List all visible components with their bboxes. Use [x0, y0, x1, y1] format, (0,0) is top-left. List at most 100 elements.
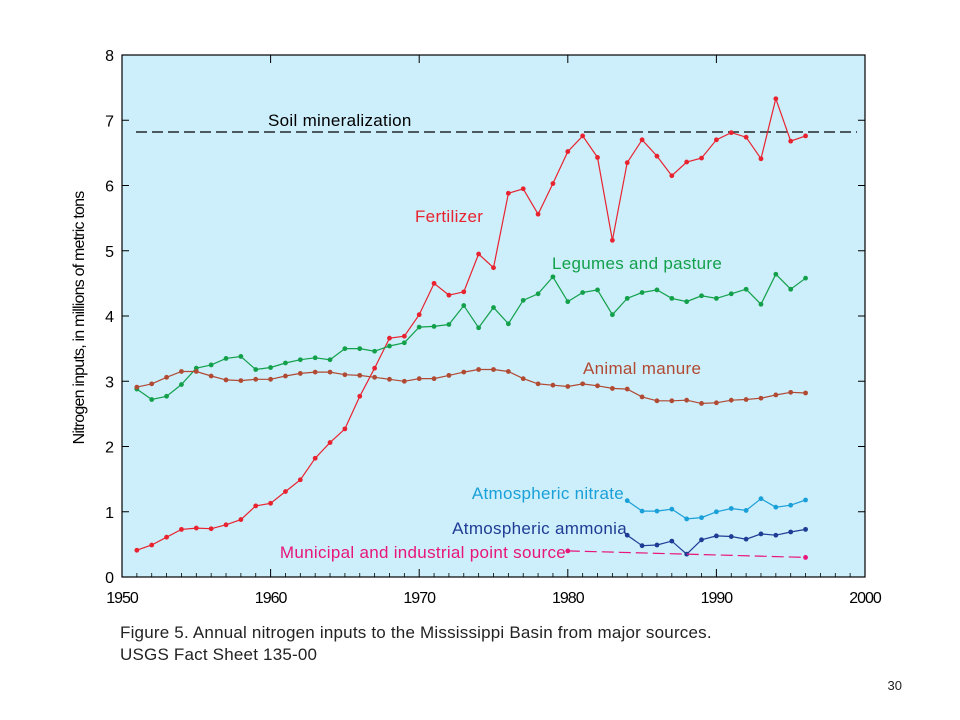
y-axis-label: Nitrogen inputs, in millions of metric t… — [71, 191, 88, 445]
fertilizer-point — [550, 181, 556, 186]
ammonia-point — [788, 529, 794, 535]
legumes-point — [476, 325, 482, 331]
fertilizer-point — [179, 526, 184, 532]
series-layer — [134, 96, 808, 560]
manure-point — [179, 369, 184, 374]
x-tick-label: 2000 — [849, 590, 882, 607]
legumes-point — [491, 305, 496, 310]
fertilizer-point — [520, 186, 526, 192]
manure-point — [401, 378, 407, 384]
manure-point — [714, 400, 719, 406]
manure-point — [327, 369, 333, 375]
fertilizer-point — [803, 133, 808, 139]
fertilizer-point — [297, 477, 303, 483]
ammonia-point — [728, 534, 734, 539]
legumes-label: Legumes and pasture — [552, 254, 722, 273]
legumes-point — [372, 348, 378, 354]
nitrate-point — [684, 516, 690, 522]
manure-point — [253, 376, 259, 382]
manure-point — [535, 381, 541, 387]
manure-point — [728, 397, 734, 403]
legumes-point — [624, 295, 630, 301]
manure-point — [595, 383, 600, 389]
y-tick-label: 3 — [105, 374, 114, 391]
x-tick-label: 1960 — [255, 590, 288, 607]
nitrate-point — [773, 504, 779, 510]
caption-line-1: Figure 5. Annual nitrogen inputs to the … — [120, 623, 712, 642]
ammonia-point — [773, 532, 779, 538]
legumes-point — [728, 291, 734, 297]
fertilizer-label: Fertilizer — [415, 207, 483, 226]
manure-point — [491, 367, 496, 372]
fertilizer-point — [714, 137, 719, 143]
fertilizer-point — [624, 160, 630, 166]
legumes-point — [164, 393, 169, 399]
ammonia-point — [669, 538, 675, 544]
ammonia-point — [743, 536, 749, 542]
manure-point — [238, 378, 244, 383]
fertilizer-point — [208, 526, 214, 532]
manure-point — [461, 369, 467, 375]
fertilizer-series-line — [136, 96, 806, 551]
manure-point — [283, 373, 288, 379]
fertilizer-point — [342, 426, 348, 432]
manure-point — [565, 384, 571, 389]
municipal-series-line — [567, 550, 806, 558]
x-tick-label: 1950 — [106, 590, 139, 607]
manure-point — [164, 374, 169, 380]
manure-point — [342, 372, 348, 378]
manure-point — [505, 369, 511, 374]
ammonia-point — [803, 526, 808, 532]
caption-line-2: USGS Fact Sheet 135-00 — [120, 645, 318, 664]
ammonia-point — [684, 551, 690, 557]
fertilizer-point — [609, 237, 615, 243]
manure-point — [223, 377, 229, 383]
y-tick-label: 1 — [105, 505, 114, 522]
fertilizer-point — [446, 292, 452, 298]
fertilizer-point — [416, 312, 422, 318]
manure-point — [639, 394, 645, 400]
legumes-point — [461, 303, 467, 308]
legumes-point — [223, 356, 229, 361]
legumes-point — [238, 354, 244, 359]
legumes-point — [312, 355, 318, 361]
fertilizer-point — [476, 251, 482, 257]
manure-point — [431, 376, 437, 382]
y-tick-label: 0 — [105, 570, 114, 587]
y-tick-label: 5 — [105, 244, 114, 261]
legumes-point — [416, 324, 422, 330]
legumes-point — [387, 343, 392, 349]
legumes-point — [654, 287, 660, 293]
fertilizer-point — [461, 289, 467, 295]
fertilizer-point — [387, 335, 392, 341]
fertilizer-point — [268, 500, 273, 506]
y-tick-label: 6 — [105, 179, 114, 196]
fertilizer-point — [372, 365, 378, 371]
ammonia-label: Atmospheric ammonia — [452, 519, 627, 538]
y-axis: 0 1 2 3 4 5 6 7 8 — [105, 48, 865, 587]
fertilizer-point — [654, 153, 660, 159]
fertilizer-point — [788, 138, 794, 144]
fertilizer-point — [357, 393, 363, 399]
manure-point — [758, 395, 764, 401]
fertilizer-point — [238, 517, 244, 522]
legumes-point — [714, 295, 719, 301]
figure-caption: Figure 5. Annual nitrogen inputs to the … — [120, 622, 712, 666]
manure-point — [134, 384, 140, 390]
y-tick-label: 2 — [105, 440, 114, 457]
nitrate-point — [788, 502, 794, 508]
y-tick-label: 7 — [105, 113, 114, 130]
manure-label: Animal manure — [583, 359, 701, 378]
manure-point — [476, 367, 482, 372]
manure-point — [357, 372, 363, 378]
x-axis: 1950 1960 1970 1980 1990 2000 — [106, 55, 883, 607]
nitrate-point — [728, 506, 734, 511]
legumes-point — [535, 291, 541, 297]
legumes-point — [253, 367, 259, 372]
legumes-point — [609, 312, 615, 318]
legumes-point — [803, 275, 808, 281]
fertilizer-point — [728, 130, 734, 136]
fertilizer-point — [223, 522, 229, 528]
fertilizer-point — [639, 137, 645, 143]
nitrate-point — [624, 498, 630, 504]
